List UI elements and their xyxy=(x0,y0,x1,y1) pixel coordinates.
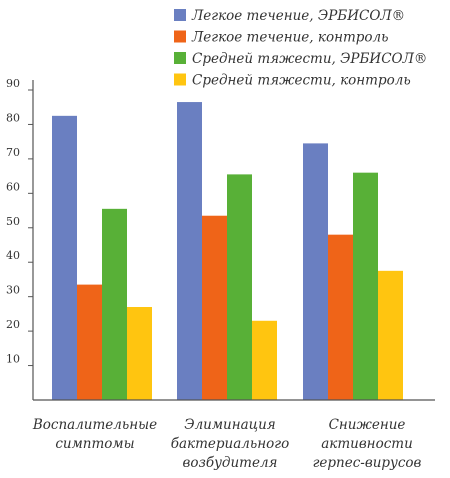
y-tick-label: 40 xyxy=(6,249,20,262)
y-tick-label: 10 xyxy=(6,353,20,366)
y-tick-label: 20 xyxy=(6,318,20,331)
category-label: Элиминация xyxy=(184,417,276,433)
axes: 10 20 30 40 50 60 70 80 90 xyxy=(6,77,435,401)
y-tick-label: 30 xyxy=(6,284,20,297)
y-tick-label: 90 xyxy=(6,77,20,90)
bar xyxy=(52,115,77,400)
legend-label: Легкое течение, ЭРБИСОЛ® xyxy=(191,8,405,24)
legend-label: Легкое течение, контроль xyxy=(191,30,388,46)
legend-label: Средней тяжести, контроль xyxy=(192,73,411,89)
bar xyxy=(353,172,378,400)
bar xyxy=(177,102,202,401)
bar xyxy=(127,307,152,400)
category-label: симптомы xyxy=(55,436,134,452)
bar xyxy=(102,208,127,400)
bar xyxy=(252,320,277,400)
bar xyxy=(77,284,102,400)
bar xyxy=(328,234,353,400)
category-label: возбудителя xyxy=(183,455,278,471)
bar xyxy=(303,143,328,400)
y-tick-label: 60 xyxy=(6,180,20,193)
category-label: бактериального xyxy=(171,436,289,452)
y-tick-label: 50 xyxy=(6,215,20,228)
bar xyxy=(227,174,252,400)
bar xyxy=(378,270,403,400)
legend-swatch xyxy=(174,30,186,43)
bar xyxy=(202,215,227,400)
legend-swatch xyxy=(174,52,186,64)
category-label: Снижение xyxy=(329,417,406,433)
category-label: активности xyxy=(321,436,413,452)
legend-swatch xyxy=(174,9,186,21)
legend-label: Средней тяжести, ЭРБИСОЛ® xyxy=(192,51,427,67)
legend: Легкое течение, ЭРБИСОЛ® Легкое течение, … xyxy=(174,8,427,89)
bars xyxy=(52,102,403,401)
y-tick-label: 80 xyxy=(6,111,20,124)
legend-swatch xyxy=(174,73,186,86)
category-labels: Воспалительные симптомы Элиминация бактериа… xyxy=(32,417,422,471)
category-label: Воспалительные xyxy=(32,417,157,433)
category-label: герпес-вирусов xyxy=(313,455,422,471)
y-tick-label: 70 xyxy=(6,146,20,159)
